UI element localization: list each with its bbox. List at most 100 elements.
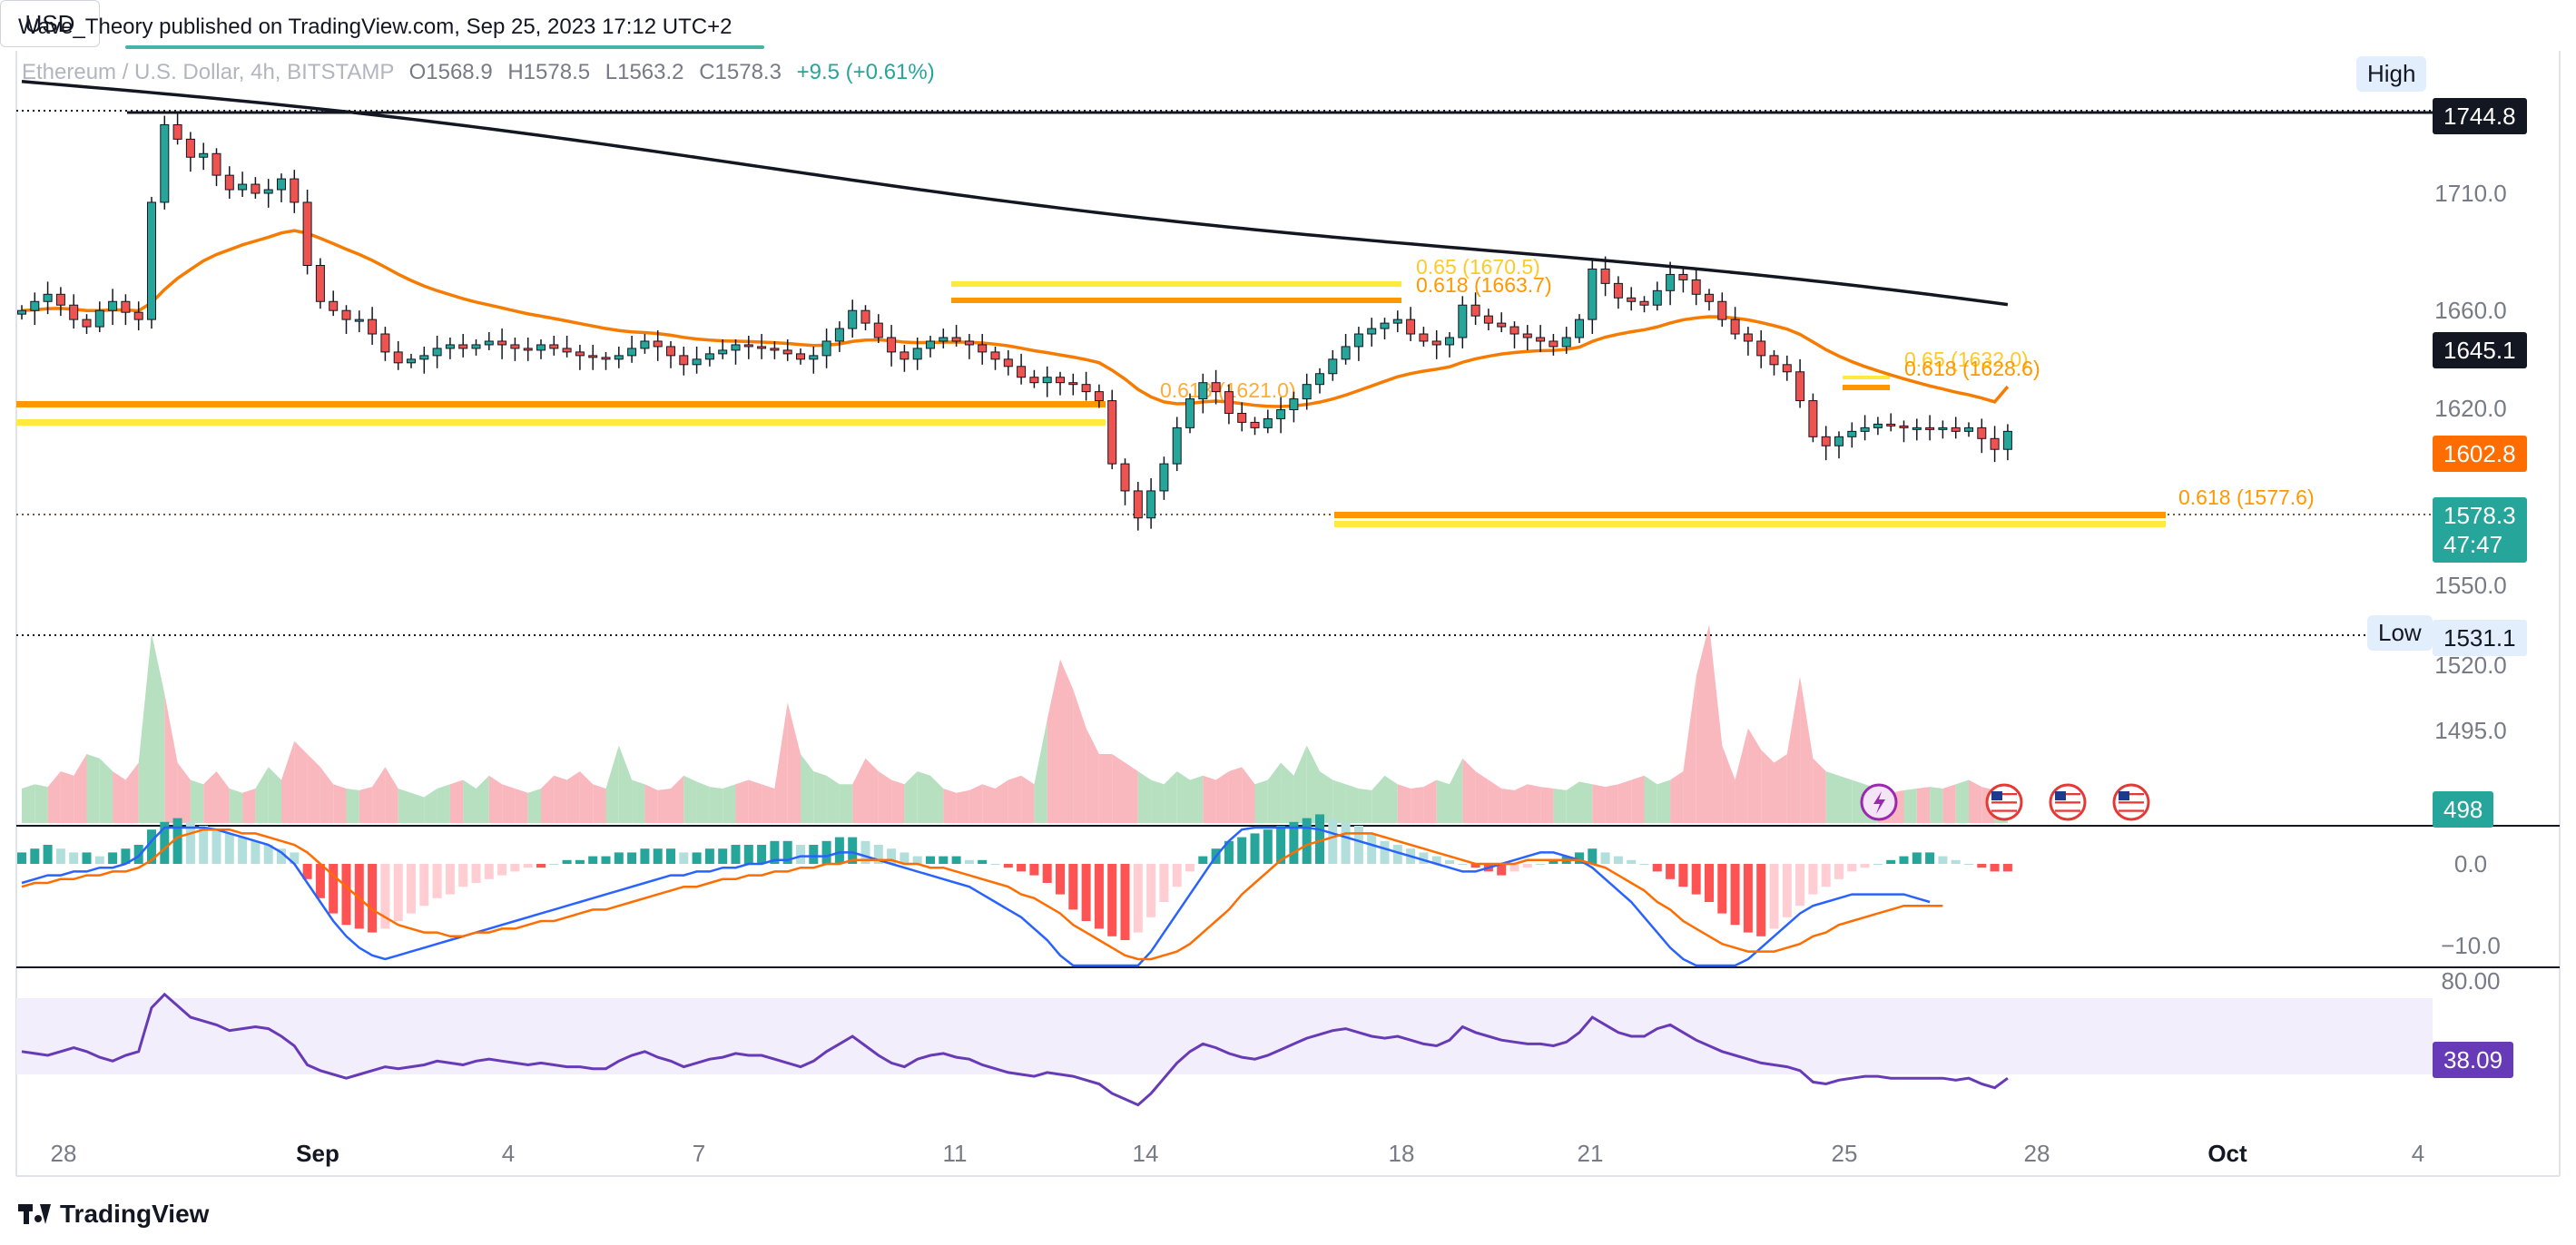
macd-histogram-bar [2002,864,2012,872]
volume-area-segment [1825,771,1839,823]
candle-down [562,348,572,353]
macd-histogram-bar [1743,864,1753,933]
candle-down [1094,391,1104,402]
high-toggle[interactable]: High [2356,56,2427,92]
macd-tick-label: −10.0 [2441,932,2501,959]
volume-area-segment [502,784,516,823]
candle-down [329,300,339,311]
macd-histogram-bar [1380,840,1390,864]
volume-area-segment [709,787,723,823]
candle-up [1561,337,1571,348]
low-value: L1563.2 [605,60,684,84]
volume-area-segment [1644,775,1657,823]
candle-down [1029,377,1039,384]
us-flag-icon[interactable] [2049,783,2087,821]
candle-down [1120,463,1130,492]
macd-histogram-bar [1198,856,1208,864]
candle-down [1017,366,1027,378]
candle-down [601,357,611,360]
macd-histogram-bar [368,864,378,933]
macd-histogram-bar [1666,864,1676,879]
us-flag-icon[interactable] [1985,783,2023,821]
volume-area-segment [878,771,892,823]
macd-histogram-bar [1588,848,1598,864]
fib-current-orange [1334,512,2166,518]
macd-histogram-bar [549,864,559,865]
high-price-label: 1744.8 [2433,98,2527,134]
macd-histogram-bar [1068,864,1078,910]
volume-area-segment [1125,762,1138,823]
macd-histogram-bar [1873,864,1883,865]
macd-histogram-bar [1094,864,1104,929]
volume-area-segment [593,784,606,823]
candle-up [419,355,429,360]
candle-down [302,201,312,266]
volume-area-segment [281,740,295,823]
candle-down [315,265,325,302]
macd-histogram-bar [640,848,650,864]
macd-histogram-bar [1536,864,1546,865]
volume-area-segment [1281,762,1294,823]
candle-up [926,340,935,349]
candle-up [277,178,286,191]
macd-histogram-bar [108,852,118,864]
macd-histogram-bar [69,852,79,864]
candle-down [1886,423,1896,426]
rsi-line [21,992,2009,1107]
candle-up [536,344,546,351]
candle-down [743,344,753,348]
volume-area-segment [1657,779,1671,823]
candle-up [1575,319,1584,338]
candle-down [1470,304,1480,317]
time-tick-label: 28 [2024,1140,2050,1167]
macd-histogram-bar [912,856,922,864]
currency-button[interactable]: USD [0,0,100,47]
fib-resistance-yellow [951,281,1401,287]
candle-up [17,309,26,315]
volume-area-segment [1345,784,1359,823]
volume-area-segment [1735,728,1748,823]
price-tick-label: 1550.0 [2434,572,2507,599]
volume-area-segment [968,784,983,823]
lightning-event-icon[interactable] [1860,783,1898,821]
volume-area-segment [696,781,710,823]
candle-up [1353,333,1363,348]
candle-up [1289,398,1299,411]
volume-area-segment [1955,779,1969,823]
macd-histogram-bar [43,845,53,864]
candle-down [951,337,961,342]
price-chart[interactable]: 0.65 (1670.5) 0.618 (1663.7) 0.618 (1621… [0,51,2576,1185]
volume-area-segment [515,789,528,823]
macd-histogram-bar [1808,864,1818,895]
volume-area-segment [1774,754,1787,823]
candle-down [1730,319,1740,335]
symbol-legend: Ethereum / U.S. Dollar, 4h, BITSTAMP O15… [22,60,935,85]
candle-down [497,340,507,346]
us-flag-icon[interactable] [2112,783,2150,821]
time-tick-label: 7 [693,1140,705,1167]
macd-histogram-bar [1445,859,1454,864]
volume-area-segment [1047,659,1060,823]
volume-area-segment [644,784,658,823]
candle-down [1951,426,1961,432]
candle-down [393,351,403,364]
macd-histogram-bar [900,852,909,864]
macd-histogram-bar [407,864,416,914]
candle-down [575,351,585,357]
candle-down [900,351,909,360]
candle-down [251,183,261,194]
macd-histogram-bar [1237,837,1247,864]
macd-histogram-bar [1497,864,1507,876]
low-toggle[interactable]: Low [2367,615,2433,651]
macd-histogram-bar [614,852,624,864]
candle-down [549,344,559,349]
volume-area-segment [1800,676,1814,823]
time-tick-label: 18 [1389,1140,1415,1167]
candle-down [1691,279,1701,295]
volume-area-segment [1242,767,1255,823]
macd-histogram-bar [1276,826,1286,864]
volume-area-segment [1514,784,1528,823]
time-tick-label: 4 [502,1140,515,1167]
macd-histogram-bar [1133,864,1143,933]
tradingview-brand[interactable]: TradingView [18,1200,209,1229]
